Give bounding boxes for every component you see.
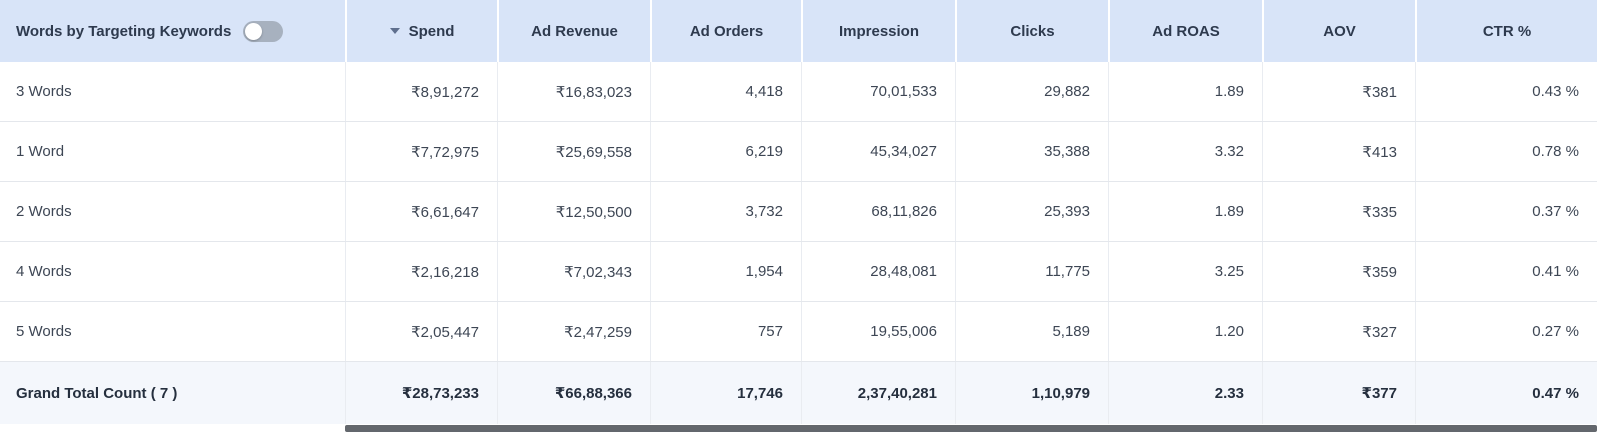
cell-spend: ₹2,16,218 (345, 242, 497, 301)
cell-impression: 70,01,533 (801, 62, 955, 121)
cell-ctr: 0.41 % (1415, 242, 1597, 301)
keywords-toggle[interactable] (243, 20, 284, 42)
column-header-spend[interactable]: Spend (345, 0, 497, 62)
cell-ctr: 0.27 % (1415, 302, 1597, 361)
cell-ad-revenue: ₹7,02,343 (497, 242, 650, 301)
cell-ad-roas: 3.25 (1108, 242, 1262, 301)
table-row: 2 Words ₹6,61,647 ₹12,50,500 3,732 68,11… (0, 182, 1597, 242)
cell-ad-revenue: ₹25,69,558 (497, 122, 650, 181)
cell-aov: ₹359 (1262, 242, 1415, 301)
cell-clicks: 5,189 (955, 302, 1108, 361)
total-spend: ₹28,73,233 (345, 362, 497, 424)
column-header-ad-orders[interactable]: Ad Orders (650, 0, 801, 62)
total-ctr: 0.47 % (1415, 362, 1597, 424)
total-aov: ₹377 (1262, 362, 1415, 424)
total-ad-orders: 17,746 (650, 362, 801, 424)
cell-ad-revenue: ₹16,83,023 (497, 62, 650, 121)
cell-ad-revenue: ₹12,50,500 (497, 182, 650, 241)
column-header-ctr[interactable]: CTR % (1415, 0, 1597, 62)
sort-desc-icon (389, 28, 400, 34)
cell-aov: ₹327 (1262, 302, 1415, 361)
grand-total-row: Grand Total Count ( 7 ) ₹28,73,233 ₹66,8… (0, 362, 1597, 424)
table-row: 3 Words ₹8,91,272 ₹16,83,023 4,418 70,01… (0, 62, 1597, 122)
column-header-ad-revenue[interactable]: Ad Revenue (497, 0, 650, 62)
row-label: 5 Words (16, 323, 72, 340)
total-ad-roas: 2.33 (1108, 362, 1262, 424)
cell-clicks: 35,388 (955, 122, 1108, 181)
total-clicks: 1,10,979 (955, 362, 1108, 424)
cell-ad-orders: 3,732 (650, 182, 801, 241)
column-header-words-by-targeting-keywords: Words by Targeting Keywords (0, 0, 345, 62)
cell-spend: ₹7,72,975 (345, 122, 497, 181)
cell-ctr: 0.37 % (1415, 182, 1597, 241)
cell-ad-orders: 1,954 (650, 242, 801, 301)
table-header-row: Words by Targeting Keywords Spend Ad Rev… (0, 0, 1597, 62)
cell-ad-roas: 1.89 (1108, 182, 1262, 241)
cell-ad-roas: 3.32 (1108, 122, 1262, 181)
column-header-ad-roas[interactable]: Ad ROAS (1108, 0, 1262, 62)
cell-ctr: 0.78 % (1415, 122, 1597, 181)
cell-impression: 45,34,027 (801, 122, 955, 181)
cell-ad-revenue: ₹2,47,259 (497, 302, 650, 361)
cell-ad-orders: 6,219 (650, 122, 801, 181)
cell-impression: 68,11,826 (801, 182, 955, 241)
first-column-header-label: Words by Targeting Keywords (16, 22, 232, 40)
cell-ad-roas: 1.89 (1108, 62, 1262, 121)
table-row: 4 Words ₹2,16,218 ₹7,02,343 1,954 28,48,… (0, 242, 1597, 302)
column-header-aov[interactable]: AOV (1262, 0, 1415, 62)
column-header-impression[interactable]: Impression (801, 0, 955, 62)
row-label: 1 Word (16, 143, 65, 160)
cell-aov: ₹381 (1262, 62, 1415, 121)
cell-ad-roas: 1.20 (1108, 302, 1262, 361)
cell-impression: 19,55,006 (801, 302, 955, 361)
table-row: 5 Words ₹2,05,447 ₹2,47,259 757 19,55,00… (0, 302, 1597, 362)
cell-aov: ₹335 (1262, 182, 1415, 241)
cell-spend: ₹6,61,647 (345, 182, 497, 241)
toggle-knob-icon (245, 22, 263, 40)
table-row: 1 Word ₹7,72,975 ₹25,69,558 6,219 45,34,… (0, 122, 1597, 182)
total-ad-revenue: ₹66,88,366 (497, 362, 650, 424)
column-header-clicks[interactable]: Clicks (955, 0, 1108, 62)
cell-spend: ₹2,05,447 (345, 302, 497, 361)
cell-aov: ₹413 (1262, 122, 1415, 181)
cell-ad-orders: 4,418 (650, 62, 801, 121)
cell-ad-orders: 757 (650, 302, 801, 361)
cell-spend: ₹8,91,272 (345, 62, 497, 121)
total-impression: 2,37,40,281 (801, 362, 955, 424)
cell-impression: 28,48,081 (801, 242, 955, 301)
row-label: 4 Words (16, 263, 72, 280)
horizontal-scrollbar-thumb[interactable] (345, 425, 1597, 432)
cell-clicks: 11,775 (955, 242, 1108, 301)
cell-clicks: 25,393 (955, 182, 1108, 241)
row-label: 2 Words (16, 203, 72, 220)
cell-ctr: 0.43 % (1415, 62, 1597, 121)
row-label: 3 Words (16, 83, 72, 100)
grand-total-label: Grand Total Count ( 7 ) (16, 384, 178, 402)
horizontal-scrollbar-track (0, 424, 1603, 433)
cell-clicks: 29,882 (955, 62, 1108, 121)
